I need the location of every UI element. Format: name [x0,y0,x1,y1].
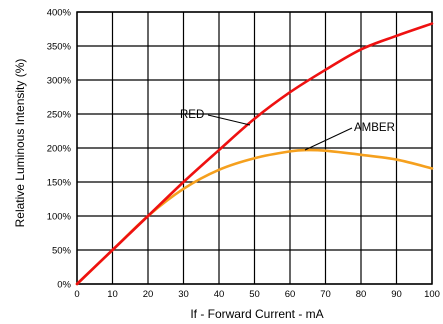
amber-label-leader [304,127,353,151]
x-tick-label: 80 [356,289,367,300]
x-tick-label: 20 [143,289,154,300]
x-tick-label: 100 [424,289,440,300]
x-tick-label: 60 [285,289,296,300]
x-tick-label: 40 [214,289,225,300]
x-tick-label: 10 [107,289,118,300]
y-tick-label: 250% [47,110,72,121]
y-tick-labels: 0% 50% 100% 150% 200% 250% 300% 350% 400% [47,8,72,291]
series-label-amber: AMBER [354,122,395,134]
series-lines [75,22,434,286]
series-label-red: RED [180,109,204,121]
x-tick-label: 30 [178,289,189,300]
plot-border [76,11,433,285]
red-label-leader [207,114,251,126]
x-tick-label: 0 [74,289,79,300]
y-tick-label: 200% [47,144,72,155]
x-tick-labels: 0 10 20 30 40 50 60 70 80 90 100 [74,289,440,300]
y-tick-label: 150% [47,178,72,189]
grid [76,11,433,285]
x-tick-label: 90 [391,289,402,300]
y-tick-label: 350% [47,42,72,53]
y-tick-label: 300% [47,76,72,87]
x-tick-label: 50 [249,289,260,300]
y-tick-label: 50% [52,246,72,257]
x-axis-label: If - Forward Current - mA [190,307,323,321]
y-tick-label: 100% [47,212,72,223]
y-tick-label: 0% [57,280,71,291]
y-axis-label: Relative Luminous Intensity (%) [13,59,27,228]
y-tick-label: 400% [47,8,72,19]
series-line-red [75,22,434,286]
x-tick-label: 70 [320,289,331,300]
